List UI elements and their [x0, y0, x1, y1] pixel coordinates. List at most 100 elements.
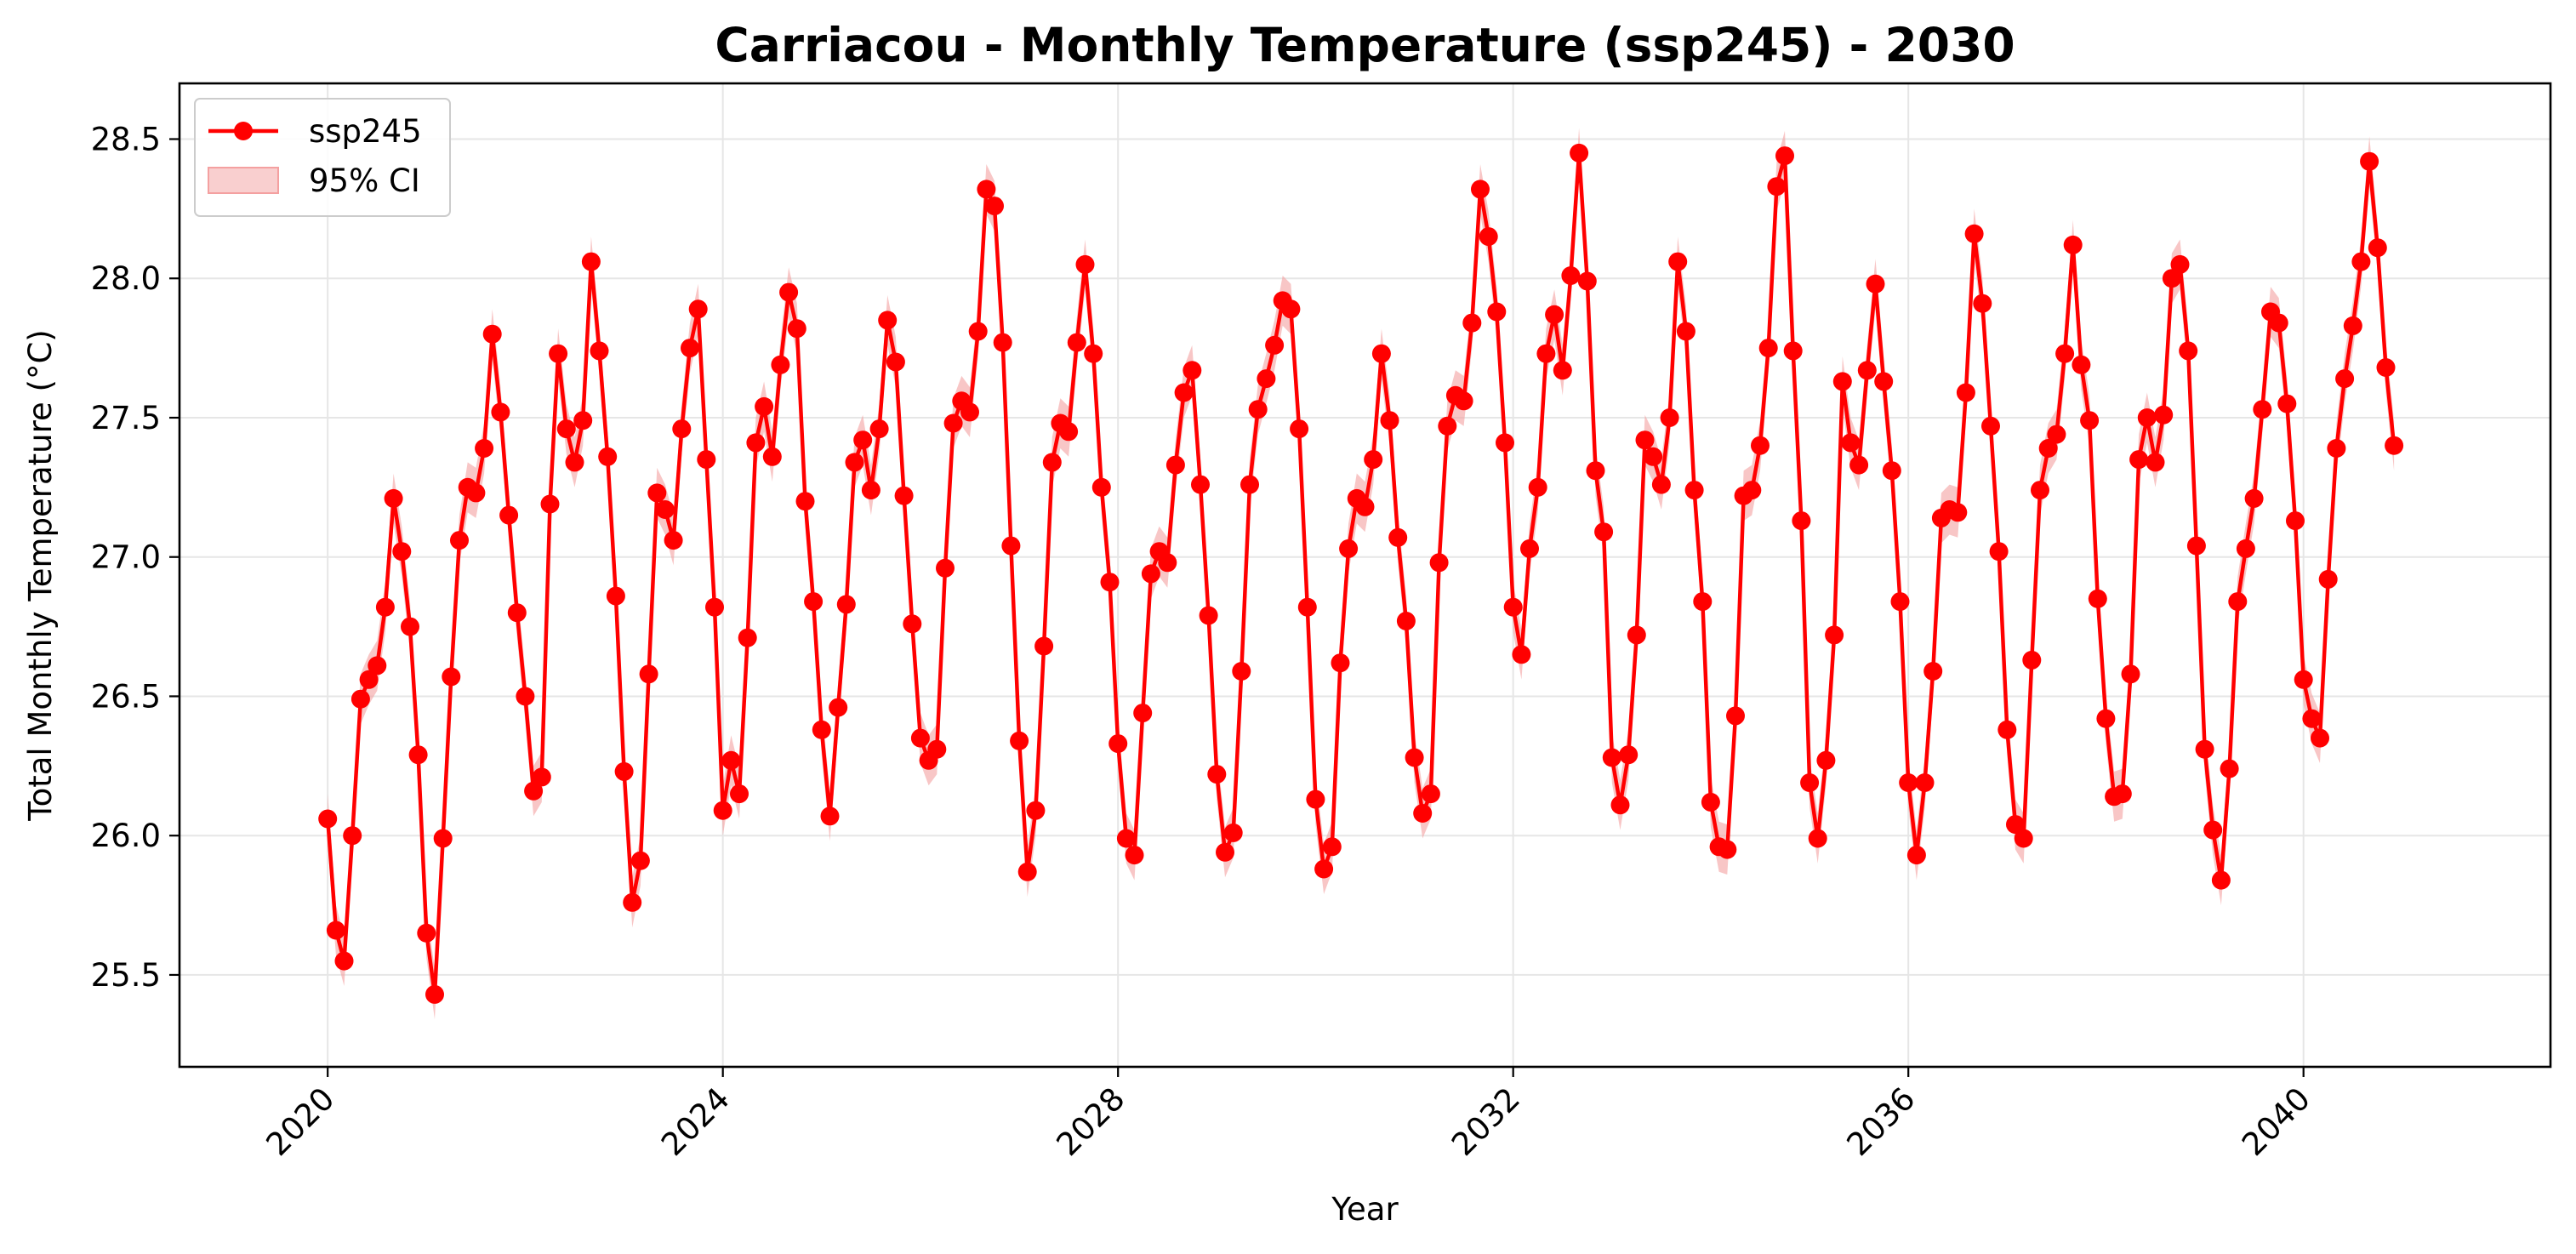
- data-point-117: [1281, 299, 1301, 319]
- x-axis-label: Year: [1331, 1191, 1399, 1228]
- data-point-128: [1371, 344, 1391, 363]
- data-point-146: [1520, 539, 1539, 558]
- data-point-121: [1314, 859, 1334, 879]
- data-point-207: [2022, 650, 2042, 670]
- data-point-87: [1034, 636, 1054, 656]
- data-point-234: [2244, 488, 2264, 508]
- data-point-182: [1816, 750, 1836, 770]
- data-point-29: [556, 419, 576, 439]
- data-point-192: [1899, 773, 1918, 792]
- data-point-227: [2186, 536, 2206, 556]
- data-point-49: [721, 750, 741, 770]
- data-point-194: [1915, 773, 1935, 792]
- data-point-178: [1783, 341, 1803, 361]
- data-point-240: [2294, 670, 2313, 689]
- data-point-54: [762, 447, 782, 466]
- data-point-131: [1396, 612, 1416, 630]
- data-point-95: [1100, 573, 1120, 592]
- data-point-134: [1421, 784, 1440, 804]
- data-point-19: [475, 439, 494, 458]
- legend-marker-swatch: [234, 122, 253, 140]
- data-point-113: [1248, 400, 1268, 419]
- data-point-243: [2318, 569, 2338, 589]
- data-point-147: [1528, 477, 1547, 497]
- data-point-161: [1644, 447, 1663, 466]
- data-point-210: [2047, 425, 2066, 444]
- data-point-51: [738, 628, 757, 647]
- data-point-7: [375, 597, 395, 617]
- data-point-226: [2179, 341, 2198, 361]
- data-point-188: [1866, 274, 1885, 294]
- data-point-47: [705, 597, 724, 617]
- data-point-219: [2121, 664, 2140, 684]
- data-point-162: [1651, 475, 1671, 494]
- data-point-221: [2137, 408, 2157, 427]
- data-point-107: [1199, 606, 1218, 625]
- y-tick-label-3: 27.0: [91, 539, 161, 576]
- data-point-109: [1216, 842, 1234, 862]
- data-point-99: [1133, 704, 1153, 723]
- data-point-201: [1973, 294, 1992, 313]
- data-point-53: [755, 396, 774, 416]
- data-point-33: [590, 341, 609, 361]
- data-point-60: [812, 720, 831, 739]
- data-point-71: [903, 614, 922, 634]
- data-point-138: [1454, 391, 1473, 411]
- data-point-69: [886, 352, 905, 372]
- data-point-211: [2055, 344, 2075, 363]
- data-point-93: [1084, 344, 1103, 363]
- data-point-198: [1948, 503, 1968, 522]
- data-point-39: [639, 664, 658, 684]
- y-tick-label-2: 26.5: [91, 678, 161, 715]
- data-point-245: [2335, 369, 2355, 389]
- data-point-183: [1825, 625, 1844, 645]
- data-point-148: [1536, 344, 1556, 363]
- data-point-120: [1306, 789, 1325, 809]
- data-point-164: [1668, 252, 1688, 271]
- data-point-184: [1832, 372, 1852, 391]
- data-point-100: [1141, 564, 1160, 584]
- series-layer: [318, 143, 2404, 1004]
- data-point-151: [1561, 266, 1581, 285]
- y-tick-label-4: 27.5: [91, 400, 161, 436]
- data-point-55: [771, 355, 790, 374]
- data-point-58: [795, 492, 815, 511]
- data-point-123: [1331, 653, 1350, 673]
- data-point-174: [1751, 436, 1770, 455]
- data-point-6: [368, 656, 387, 675]
- data-point-224: [2162, 269, 2181, 288]
- legend-ci-swatch: [208, 167, 279, 194]
- data-point-160: [1635, 430, 1655, 450]
- data-point-72: [910, 728, 930, 748]
- data-point-159: [1627, 625, 1646, 645]
- data-point-165: [1676, 322, 1695, 341]
- data-point-30: [565, 453, 584, 472]
- data-point-98: [1125, 846, 1144, 865]
- data-point-209: [2038, 439, 2058, 458]
- data-point-152: [1570, 143, 1589, 162]
- data-point-140: [1471, 180, 1490, 199]
- data-point-104: [1174, 383, 1194, 402]
- data-point-78: [960, 402, 979, 422]
- data-point-56: [779, 282, 799, 302]
- data-point-46: [697, 450, 716, 470]
- data-point-4: [350, 689, 370, 709]
- data-point-126: [1355, 497, 1375, 516]
- data-point-43: [672, 419, 692, 439]
- data-point-166: [1684, 481, 1704, 500]
- data-point-153: [1577, 271, 1597, 291]
- data-point-1: [326, 921, 345, 940]
- data-point-90: [1059, 422, 1079, 442]
- data-point-156: [1602, 748, 1621, 767]
- data-point-50: [730, 784, 749, 804]
- legend-label-ci: 95% CI: [309, 162, 420, 199]
- data-point-225: [2170, 254, 2190, 274]
- data-point-91: [1067, 333, 1086, 352]
- data-point-129: [1380, 411, 1399, 430]
- data-point-8: [384, 488, 403, 508]
- data-point-149: [1545, 305, 1564, 324]
- data-point-28: [549, 344, 568, 363]
- data-point-249: [2368, 238, 2387, 258]
- legend: ssp245 95% CI: [194, 98, 451, 217]
- data-point-82: [993, 333, 1012, 352]
